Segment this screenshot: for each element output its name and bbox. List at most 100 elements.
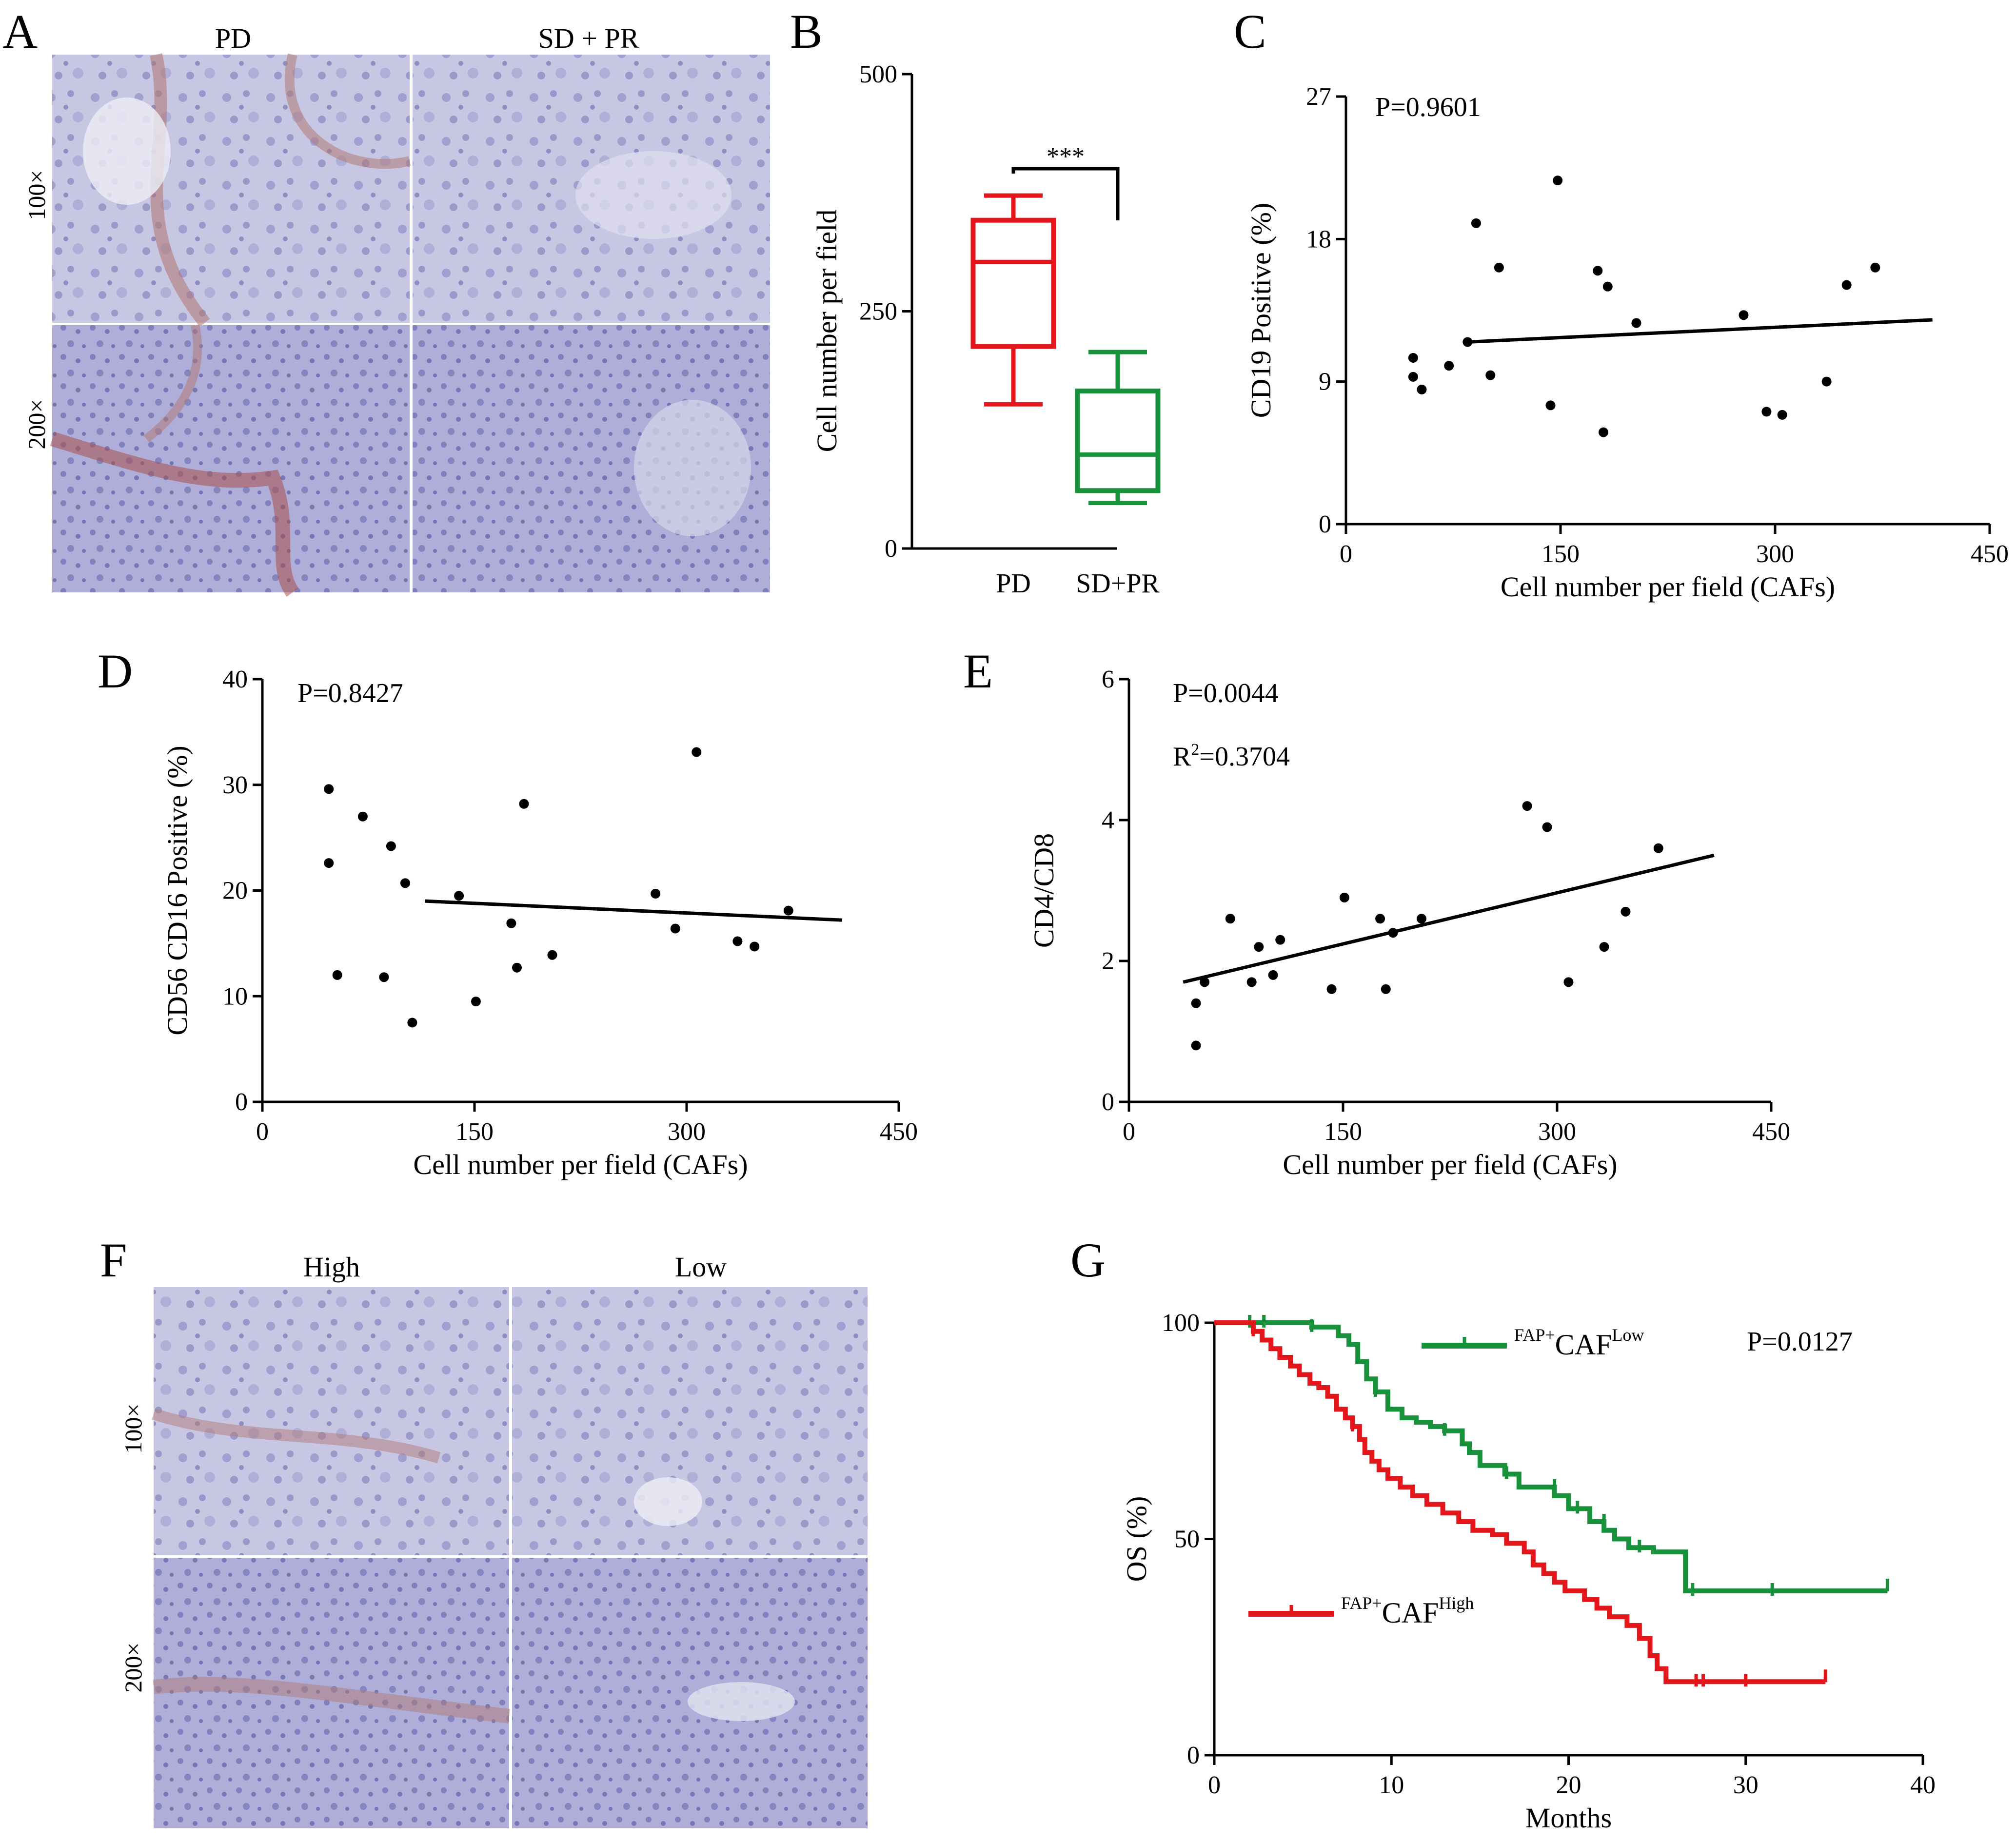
panel-letter-f: F — [100, 1233, 127, 1287]
y-tick-label: 18 — [1306, 225, 1331, 253]
y-tick-label: 0 — [1187, 1742, 1200, 1769]
micrograph-low-200x — [512, 1558, 868, 1828]
scatter-point — [1275, 935, 1285, 945]
scatter-point — [506, 918, 516, 928]
scatter-point — [670, 923, 680, 934]
y-tick-label: 40 — [222, 666, 248, 693]
scatter-point — [1761, 407, 1772, 417]
x-tick-label: 300 — [1538, 1118, 1576, 1146]
panel-letter-a: A — [2, 4, 38, 59]
panel-f-column-label-high: High — [303, 1251, 360, 1283]
scatter-point — [547, 950, 557, 960]
scatter-point — [357, 811, 368, 822]
y-tick-label: 4 — [1102, 806, 1114, 834]
scatter-point — [651, 889, 661, 899]
scatter-point — [750, 941, 760, 952]
scatter-point — [379, 972, 389, 982]
scatter-point — [1326, 984, 1337, 994]
micrograph-high-100x — [152, 1287, 509, 1555]
significance-bracket — [1011, 167, 1120, 220]
x-tick-label: 20 — [1556, 1771, 1581, 1799]
x-tick-label: 150 — [1324, 1118, 1362, 1146]
panel-a: A PD SD + PR 100× 200× — [2, 4, 770, 597]
x-tick-label: 300 — [1756, 540, 1794, 568]
x-axis-label: Months — [1525, 1802, 1612, 1834]
scatter-point — [407, 1018, 417, 1028]
survival-curve-low — [1214, 1320, 1888, 1593]
x-tick-label: 450 — [880, 1118, 918, 1146]
scatter-point — [1653, 843, 1663, 853]
x-axis-label: Cell number per field (CAFs) — [413, 1149, 748, 1180]
y-tick-label: 10 — [222, 982, 248, 1010]
y-tick-label: 50 — [1174, 1526, 1200, 1553]
scatter-point — [1485, 370, 1496, 380]
y-tick-label: 250 — [859, 298, 897, 326]
x-tick-label: 300 — [668, 1118, 706, 1146]
micrograph-high-200x — [153, 1558, 510, 1828]
y-tick-label: 100 — [1162, 1309, 1200, 1337]
scatter-point — [471, 997, 481, 1007]
p-value-label: P=0.0127 — [1747, 1327, 1853, 1357]
panel-a-column-label-pd: PD — [215, 22, 251, 54]
scatter-point — [1599, 942, 1609, 952]
y-tick-label: 20 — [222, 877, 248, 905]
y-tick-label: 500 — [859, 60, 897, 88]
panel-letter-g: G — [1070, 1233, 1106, 1287]
y-axis-label: Cell number per field — [811, 210, 843, 452]
scatter-point — [1542, 822, 1552, 832]
scatter-point — [1739, 310, 1749, 320]
scatter-point — [519, 799, 529, 809]
p-value-label: P=0.9601 — [1375, 92, 1481, 122]
scatter-point — [386, 841, 396, 851]
micrograph-pd-200x — [50, 324, 410, 597]
scatter-point — [1268, 970, 1278, 980]
x-category-label: PD — [996, 568, 1031, 599]
panel-a-column-label-sdpr: SD + PR — [538, 22, 639, 54]
survival-curve-high — [1214, 1320, 1826, 1684]
scatter-point — [1593, 266, 1603, 276]
legend-label: FAP+CAFLow — [1514, 1325, 1644, 1361]
x-tick-label: 150 — [1542, 540, 1580, 568]
x-category-label: SD+PR — [1076, 568, 1160, 599]
panel-letter-e: E — [963, 644, 993, 698]
scatter-point — [1522, 801, 1532, 811]
panel-letter-b: B — [790, 4, 823, 59]
panel-letter-c: C — [1234, 4, 1266, 59]
x-tick-label: 0 — [1123, 1118, 1135, 1146]
scatter-point — [1821, 376, 1832, 387]
panel-f-row-label-200x: 200× — [119, 1642, 147, 1692]
panel-b: B 0 250 500 Cell number per field PD SD+PR *** — [790, 4, 1161, 599]
y-tick-label: 6 — [1102, 666, 1114, 693]
panel-f-row-label-100x: 100× — [119, 1403, 147, 1453]
p-value-label: P=0.8427 — [297, 678, 403, 708]
regression-line — [1467, 318, 1933, 344]
panel-letter-d: D — [98, 644, 133, 698]
scatter-point — [1621, 906, 1631, 917]
scatter-point — [1870, 262, 1880, 273]
scatter-plot-cd56-cd16: 0 150 300 450 0 10 20 30 40 Cell number per field… — [161, 666, 918, 1180]
scatter-point — [324, 858, 334, 868]
regression-line — [1183, 853, 1715, 984]
scatter-point — [1631, 318, 1641, 328]
scatter-point — [1602, 281, 1613, 292]
scatter-point — [1545, 400, 1556, 411]
scatter-point — [400, 878, 410, 888]
scatter-point — [1254, 942, 1264, 952]
y-axis-label: CD19 Positive (%) — [1245, 203, 1277, 418]
scatter-point — [454, 891, 464, 901]
panel-f: F High Low 100× 200× — [100, 1233, 868, 1828]
panel-f-column-label-low: Low — [675, 1251, 727, 1283]
scatter-point — [1225, 914, 1235, 924]
significance-label: *** — [1047, 143, 1085, 171]
scatter-point — [1599, 427, 1608, 437]
scatter-point — [1444, 361, 1454, 371]
scatter-point — [1375, 914, 1385, 924]
scatter-point — [1339, 892, 1349, 902]
micrograph-sdpr-100x — [413, 55, 770, 323]
micrograph-sdpr-200x — [413, 325, 770, 592]
panel-c: C 0 150 300 450 0 9 18 27 Cell number per field … — [1234, 4, 2009, 603]
scatter-point — [1494, 262, 1504, 273]
scatter-point — [1191, 1040, 1201, 1051]
p-value-label: P=0.0044 — [1173, 678, 1279, 708]
